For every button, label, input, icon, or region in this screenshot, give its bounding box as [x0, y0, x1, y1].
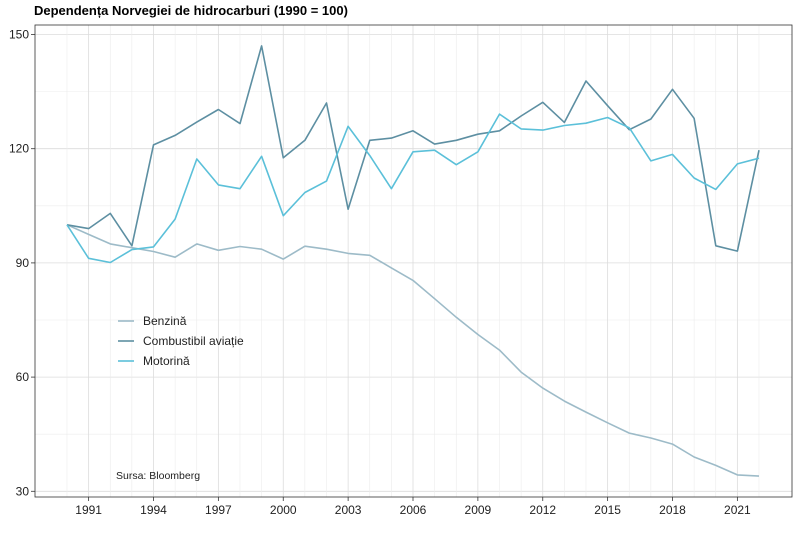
series-line-1	[66, 224, 760, 477]
x-tick-label: 2015	[594, 503, 621, 517]
y-tick-label: 60	[16, 370, 30, 384]
source-label: Sursa: Bloomberg	[116, 470, 200, 482]
axis-layer: 30 60 90 120 150 1991 1994 1997 2000 2003 2006 2009…	[9, 28, 751, 517]
panel-border	[34, 24, 793, 498]
y-tick-label: 150	[9, 28, 29, 42]
series-layer	[66, 45, 760, 477]
x-tick-label: 1991	[75, 503, 102, 517]
grid-layer	[35, 25, 792, 497]
y-tick-label: 30	[16, 484, 30, 498]
x-tick-label: 1994	[140, 503, 167, 517]
legend-label: Benzină	[143, 314, 187, 328]
x-tick-label: 2018	[659, 503, 686, 517]
legend: Benzină Combustibil aviație Motorină	[118, 314, 244, 368]
chart-title: Dependența Norvegiei de hidrocarburi (19…	[34, 3, 348, 18]
y-tick-label: 120	[9, 142, 29, 156]
series-line-2	[66, 45, 760, 252]
x-tick-label: 2021	[724, 503, 751, 517]
x-tick-label: 1997	[205, 503, 232, 517]
legend-label: Motorină	[143, 354, 190, 368]
x-tick-label: 2006	[400, 503, 427, 517]
legend-label: Combustibil aviație	[143, 334, 244, 348]
x-tick-label: 2009	[465, 503, 492, 517]
x-tick-label: 2003	[335, 503, 362, 517]
y-tick-label: 90	[16, 256, 30, 270]
x-tick-label: 2012	[529, 503, 556, 517]
series-line-3	[66, 113, 760, 264]
x-tick-label: 2000	[270, 503, 297, 517]
